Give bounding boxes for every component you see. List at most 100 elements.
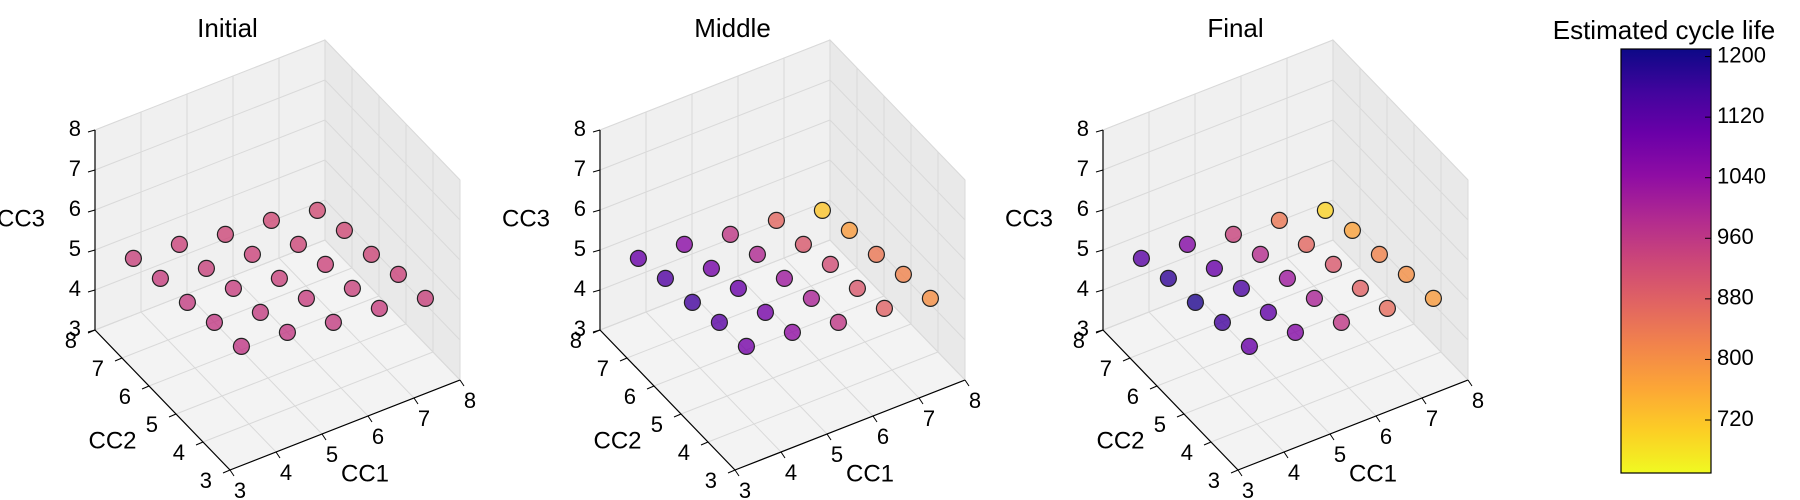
data-point [289,235,307,253]
grid-line [1183,323,1415,415]
tick-mark [1176,413,1185,418]
z-tick-label: 8 [1077,116,1089,141]
data-point [802,289,821,307]
z-tick-label: 5 [69,236,81,261]
y-tick-label: 7 [92,356,104,381]
colorbar-tick-label: 720 [1717,406,1754,431]
tick-mark [321,433,327,441]
x-tick-label: 6 [877,424,889,449]
data-point [1251,245,1270,263]
grid-line [599,39,831,131]
z-tick-label: 8 [574,116,586,141]
y-tick-label: 4 [678,440,690,465]
z-tick-label: 6 [574,196,586,221]
z-tick-label: 7 [1077,156,1089,181]
data-point [775,269,794,287]
data-point [1370,245,1389,263]
tick-mark [826,433,832,441]
data-point [1424,289,1443,307]
grid-line [1102,159,1334,251]
data-point [683,293,702,311]
tick-mark [459,379,465,387]
grid-line [1332,159,1469,301]
grid-line [324,79,461,221]
x-tick-label: 7 [418,406,430,431]
data-point [178,293,196,311]
tick-mark [700,441,709,446]
grid-line [1286,257,1423,399]
tick-mark [727,469,736,474]
axis-line [229,379,461,471]
data-point [1259,303,1278,321]
colorbar-tick-label: 1040 [1717,164,1766,189]
grid-line [707,351,939,443]
grid-line [232,275,369,417]
x-tick-label: 5 [831,442,843,467]
tick-mark [592,209,601,213]
z-tick-label: 7 [69,156,81,181]
tick-mark [646,385,655,390]
data-point [262,211,280,229]
data-point [1351,279,1370,297]
colorbar-tick-label: 1200 [1717,42,1766,67]
grid-line [599,199,831,291]
z-tick-label: 8 [69,116,81,141]
grid-line [1210,351,1442,443]
grid-line [829,159,966,301]
y-tick-label: 6 [119,384,131,409]
data-point [702,259,721,277]
z-tick-label: 4 [574,276,586,301]
grid-line [599,159,831,251]
data-point [205,313,223,331]
colorbar-title: Estimated cycle life [1553,15,1776,45]
data-point [1132,249,1151,267]
tick-mark [592,289,601,293]
x-tick-label: 6 [1380,424,1392,449]
data-point [1378,299,1397,317]
data-point [894,265,913,283]
grid-line [783,257,920,399]
tick-mark [673,413,682,418]
tick-mark [1467,379,1473,387]
grid-line [1156,295,1388,387]
x-tick-label: 5 [326,442,338,467]
data-point [170,235,188,253]
data-point [729,279,748,297]
z-tick-label: 6 [69,196,81,221]
data-point [232,337,250,355]
tick-mark [1095,289,1104,293]
tick-mark [141,385,150,390]
tick-mark [87,249,96,253]
z-tick-label: 4 [1077,276,1089,301]
data-point [216,225,234,243]
data-point [316,255,334,273]
grid-line [121,267,353,359]
data-point [416,289,434,307]
data-point [1270,211,1289,229]
y-tick-label: 5 [146,412,158,437]
tick-mark [1095,169,1104,173]
data-point [767,211,786,229]
x-tick-label: 7 [1426,406,1438,431]
grid-line [1102,39,1334,131]
z-tick-label: 3 [1077,316,1089,341]
grid-line [599,239,831,331]
y-tick-label: 5 [1154,412,1166,437]
tick-mark [1375,415,1381,423]
tick-mark [1283,451,1289,459]
data-point [343,279,361,297]
y-tick-label: 6 [624,384,636,409]
data-point [1159,269,1178,287]
z-tick-label: 4 [69,276,81,301]
data-point [721,225,740,243]
data-point [1397,265,1416,283]
z-tick-label: 7 [574,156,586,181]
y-axis-label: CC2 [593,427,641,454]
grid-line [829,79,966,221]
tick-mark [918,397,924,405]
grid-line [680,323,912,415]
grid-line [94,79,326,171]
grid-line [1332,119,1469,261]
data-point [1343,221,1362,239]
